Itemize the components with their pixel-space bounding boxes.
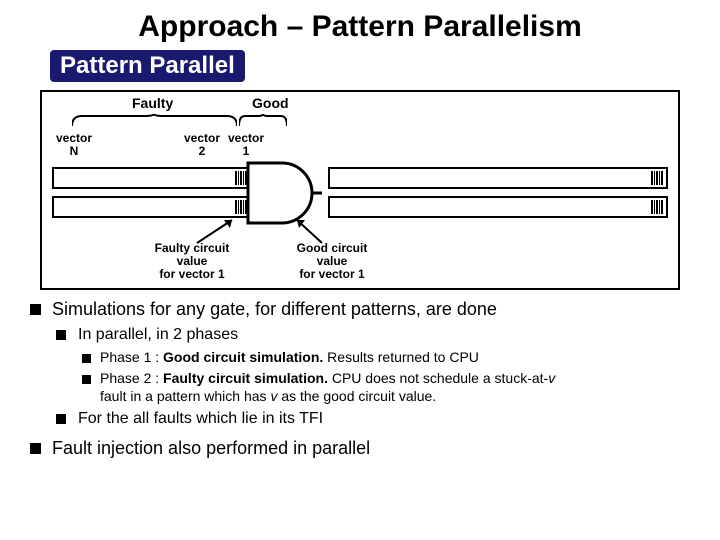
b1a2-l2pre: fault in a pattern which has <box>100 388 270 404</box>
slide-title: Approach – Pattern Parallelism <box>0 0 720 50</box>
faulty-label: Faulty <box>132 95 173 111</box>
bullet-1b: For the all faults which lie in its TFI <box>56 409 690 429</box>
diagram-figure: Faulty Good vector N vector 2 vector 1 <box>40 90 680 290</box>
b1a2-bold: Faulty circuit simulation. <box>163 370 328 386</box>
output-bar-1 <box>328 167 668 189</box>
b1a1-post: Results returned to CPU <box>323 349 479 365</box>
bullet-2: Fault injection also performed in parall… <box>30 437 690 460</box>
good-label: Good <box>252 95 289 111</box>
b1a2-post: CPU does not schedule a stuck-at- <box>328 370 548 386</box>
vector-2-label: vector 2 <box>182 132 222 157</box>
faulty-brace <box>72 114 237 128</box>
vector-n-label: vector N <box>54 132 94 157</box>
good-annotation: Good circuit value for vector 1 <box>282 242 382 282</box>
vector-1-label: vector 1 <box>226 132 266 157</box>
b1a1-bold: Good circuit simulation. <box>163 349 323 365</box>
b1a2-v1: v <box>548 370 555 386</box>
slide-subtitle: Pattern Parallel <box>50 50 245 82</box>
bullet-1a1: Phase 1 : Good circuit simulation. Resul… <box>82 349 690 367</box>
faulty-annotation: Faulty circuit value for vector 1 <box>142 242 242 282</box>
bullet-1: Simulations for any gate, for different … <box>30 298 690 321</box>
input-bar-2 <box>52 196 252 218</box>
input-bar-1 <box>52 167 252 189</box>
bullet-content: Simulations for any gate, for different … <box>30 298 690 460</box>
b1a2-l2post: as the good circuit value. <box>277 388 436 404</box>
input-row-2 <box>52 196 668 218</box>
b1a2-pre: Phase 2 : <box>100 370 163 386</box>
good-brace <box>239 114 287 128</box>
input-row-1 <box>52 167 668 189</box>
bullet-1a: In parallel, in 2 phases <box>56 325 690 345</box>
output-bar-2 <box>328 196 668 218</box>
bullet-1a2: Phase 2 : Faulty circuit simulation. CPU… <box>82 370 690 405</box>
b1a1-pre: Phase 1 : <box>100 349 163 365</box>
